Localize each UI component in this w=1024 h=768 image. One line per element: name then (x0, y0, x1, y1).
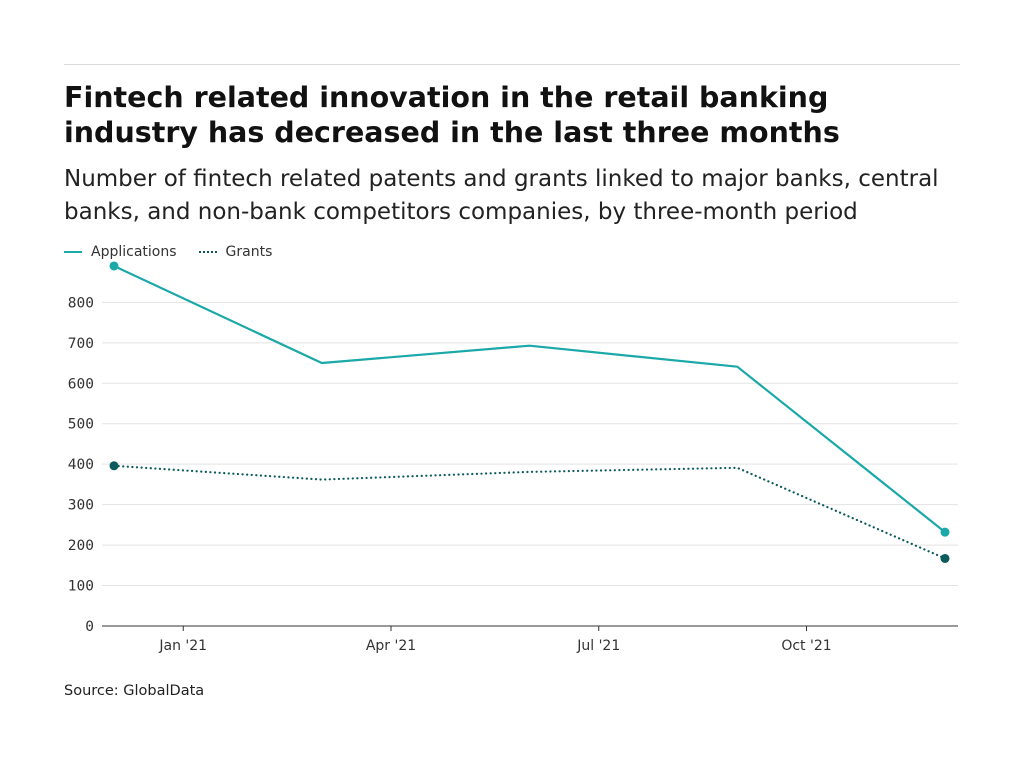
point-applications-2021-12 (940, 527, 950, 537)
chart-subtitle: Number of fintech related patents and gr… (64, 166, 939, 225)
x-tick-label-1: Apr '21 (366, 638, 416, 654)
series-line-applications (112, 264, 947, 534)
point-grants-2020-12 (109, 461, 119, 471)
y-tick-label-400: 400 (68, 457, 94, 473)
legend-item-grants: Grants (198, 244, 273, 260)
y-tick-label-0: 0 (85, 619, 94, 635)
y-tick-label-300: 300 (68, 498, 94, 514)
series-line-grants (112, 464, 947, 560)
top-rule (64, 64, 960, 65)
y-tick-label-600: 600 (68, 376, 94, 392)
legend: Applications Grants (64, 242, 294, 262)
y-tick-label-500: 500 (68, 417, 94, 433)
legend-label-applications: Applications (91, 244, 177, 260)
legend-swatch-applications (64, 251, 82, 253)
x-tick-label-2: Jul '21 (576, 638, 620, 654)
y-tick-label-100: 100 (68, 579, 94, 595)
x-tick-label-0: Jan '21 (158, 638, 207, 654)
point-grants-2021-12 (940, 553, 950, 563)
legend-label-grants: Grants (225, 244, 273, 260)
legend-swatch-grants (198, 251, 217, 253)
y-tick-label-700: 700 (68, 336, 94, 352)
source-note: Source: GlobalData (64, 683, 205, 699)
point-applications-2020-12 (109, 261, 119, 271)
y-tick-label-200: 200 (68, 538, 94, 554)
chart-title: Fintech related innovation in the retail… (64, 81, 840, 149)
legend-item-applications: Applications (64, 244, 177, 260)
y-tick-label-800: 800 (68, 295, 94, 311)
x-tick-label-3: Oct '21 (781, 638, 831, 654)
